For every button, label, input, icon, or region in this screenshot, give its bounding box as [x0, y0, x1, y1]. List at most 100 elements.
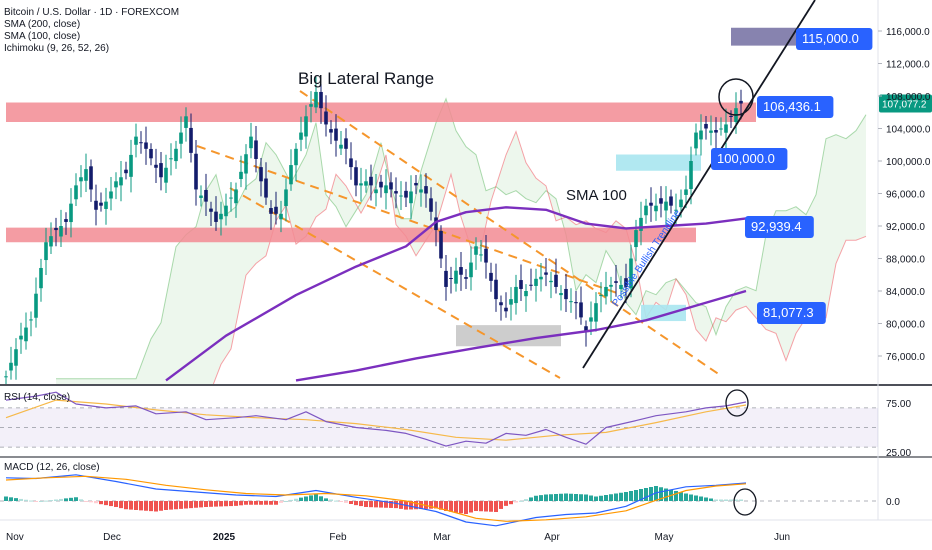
candle-body [174, 148, 178, 162]
macd-histogram-bar [644, 488, 648, 501]
candle-body [679, 199, 683, 208]
candle-body [274, 206, 278, 214]
ichimoku-cloud [56, 98, 866, 384]
price-tick-label: 108,000.0 [886, 92, 931, 103]
macd-histogram-bar [299, 497, 303, 501]
candle-body [279, 213, 283, 220]
macd-histogram-bar [94, 501, 98, 504]
macd-histogram-bar [169, 501, 173, 510]
time-tick-label: Nov [6, 532, 24, 543]
macd-histogram-bar [734, 499, 738, 501]
candle-body [519, 280, 523, 289]
macd-histogram-bar [314, 494, 318, 501]
macd-histogram-bar [39, 501, 43, 502]
macd-histogram-bar [79, 499, 83, 501]
range-annotation: Big Lateral Range [298, 69, 434, 88]
macd-histogram-bar [309, 495, 313, 501]
candle-body [384, 185, 388, 194]
candle-body [99, 202, 103, 206]
macd-histogram-bar [99, 501, 103, 505]
macd-histogram-bar [464, 501, 468, 514]
candle-body [154, 164, 158, 168]
macd-histogram-bar [244, 501, 248, 505]
candle-body [259, 167, 263, 182]
candle-body [639, 217, 643, 231]
macd-histogram-bar [289, 499, 293, 501]
macd-histogram-bar [129, 501, 133, 510]
candle-body [84, 169, 88, 181]
candle-body [464, 277, 468, 279]
rsi-label: RSI (14, close) [4, 392, 71, 403]
candle-body [454, 270, 458, 284]
macd-histogram-bar [89, 501, 93, 503]
candle-body [224, 205, 228, 217]
macd-histogram-bar [364, 501, 368, 507]
macd-histogram-bar [139, 501, 143, 511]
candle-body [49, 236, 53, 247]
zone-upper-resistance [6, 102, 756, 122]
candle-body [449, 278, 453, 280]
candle-body [234, 189, 238, 204]
candle-body [614, 281, 618, 283]
candle-body [409, 191, 413, 204]
candle-body [499, 302, 503, 306]
macd-histogram-bar [209, 501, 213, 507]
last-price-tag [879, 94, 932, 113]
bullish-trendline [582, 0, 816, 369]
candle-body [309, 104, 313, 107]
candle-body [659, 198, 663, 204]
candle-body [164, 167, 168, 183]
candle-body [434, 217, 438, 231]
candle-body [699, 130, 703, 140]
macd-histogram-bar [599, 495, 603, 501]
candle-body [469, 262, 473, 278]
candle-body [314, 91, 318, 108]
macd-histogram-bar [394, 501, 398, 509]
macd-histogram-bar [509, 501, 513, 505]
candle-body [319, 91, 323, 109]
macd-histogram-bar [254, 501, 258, 505]
candle-body [529, 284, 533, 286]
macd-histogram-bar [539, 495, 543, 501]
macd-histogram-bar [329, 499, 333, 501]
candle-body [189, 127, 193, 153]
candle-body [54, 227, 58, 231]
macd-histogram-bar [4, 496, 8, 501]
macd-histogram-bar [624, 492, 628, 501]
macd-histogram-bar [249, 501, 253, 505]
candle-body [289, 165, 293, 185]
candle-body [374, 189, 378, 194]
macd-histogram-bar [549, 494, 553, 501]
macd-histogram-bar [239, 501, 243, 506]
zone-target [731, 27, 796, 46]
candle-body [334, 128, 338, 141]
time-tick-label: Apr [544, 532, 560, 543]
candle-body [69, 203, 73, 223]
candle-body [609, 284, 613, 287]
candle-body [239, 171, 243, 180]
macd-histogram-bar [9, 497, 13, 501]
macd-histogram-bar [334, 500, 338, 502]
candle-body [604, 286, 608, 297]
candle-body [514, 286, 518, 304]
macd-histogram-bar [344, 501, 348, 503]
macd-histogram-bar [504, 501, 508, 506]
candle-body [304, 116, 308, 137]
candle-body [599, 295, 603, 297]
ichimoku-span-b [212, 130, 867, 384]
candle-body [509, 299, 513, 305]
candle-body [294, 148, 298, 166]
candle-body [484, 248, 488, 263]
candle-body [4, 376, 8, 378]
macd-histogram-bar [679, 492, 683, 501]
macd-histogram-bar [134, 501, 138, 510]
macd-histogram-bar [529, 497, 533, 501]
macd-histogram-bar [639, 489, 643, 501]
price-tag-label: 115,000.0 [802, 31, 859, 46]
macd-histogram-bar [589, 495, 593, 501]
candle-body [219, 213, 223, 220]
macd-histogram-bar [119, 501, 123, 509]
candle-body [34, 293, 38, 318]
price-tick-label: 104,000.0 [886, 125, 931, 136]
